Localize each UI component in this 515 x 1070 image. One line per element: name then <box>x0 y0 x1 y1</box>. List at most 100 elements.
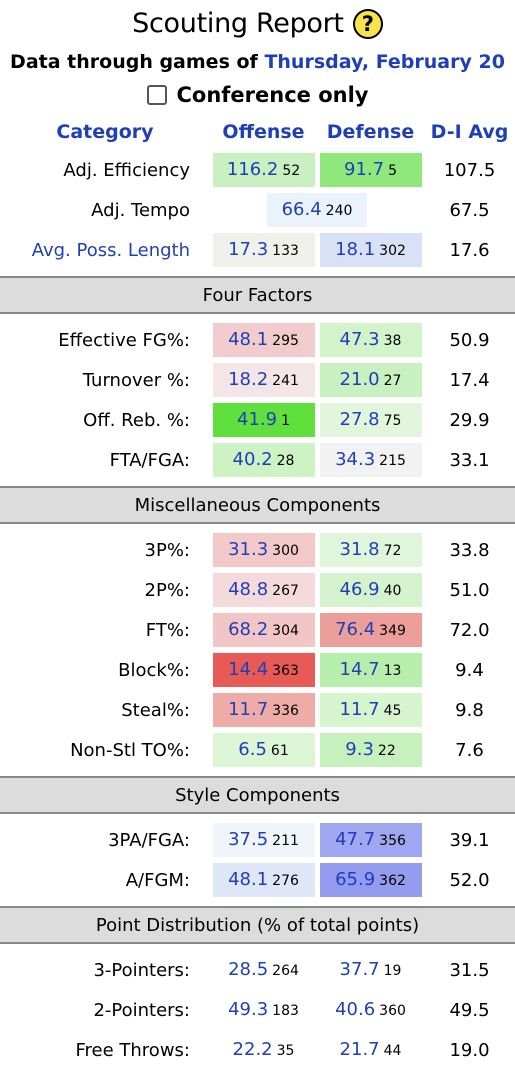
defense-value-box: 47.3 38 <box>319 323 422 357</box>
table-row: 3P%: 31.3 300 31.8 72 33.8 <box>0 530 515 570</box>
defense-value[interactable]: 65.9 <box>335 869 376 890</box>
offense-value[interactable]: 11.7 <box>228 699 269 720</box>
row-label: Steal%: <box>121 699 190 721</box>
offense-value[interactable]: 6.5 <box>238 739 267 760</box>
offense-rank: 295 <box>272 333 299 349</box>
row-label: 3-Pointers: <box>93 959 190 981</box>
row-label: FT%: <box>145 619 190 641</box>
offense-value[interactable]: 17.3 <box>228 239 269 260</box>
table-row: Non-Stl TO%: 6.5 61 9.3 22 7.6 <box>0 730 515 770</box>
defense-value[interactable]: 9.3 <box>345 739 374 760</box>
row-label: Effective FG%: <box>58 329 190 351</box>
column-header-defense[interactable]: Defense <box>326 121 415 143</box>
offense-value[interactable]: 22.2 <box>232 1039 273 1060</box>
d1-avg-value: 67.5 <box>449 199 490 221</box>
column-header-category[interactable]: Category <box>56 121 154 143</box>
d1-avg-value: 7.6 <box>455 739 484 761</box>
d1-avg-value: 51.0 <box>449 579 490 601</box>
defense-value-box: 27.8 75 <box>319 403 422 437</box>
offense-value-box: 41.9 1 <box>212 403 315 437</box>
row-label[interactable]: Avg. Poss. Length <box>31 239 190 261</box>
defense-rank: 349 <box>379 623 406 639</box>
defense-value[interactable]: 18.1 <box>335 239 376 260</box>
row-label: Free Throws: <box>75 1039 190 1061</box>
defense-value[interactable]: 47.7 <box>335 829 376 850</box>
offense-rank: 211 <box>272 833 299 849</box>
section-point-distribution: Point Distribution (% of total points) <box>0 906 515 944</box>
offense-value[interactable]: 31.3 <box>228 539 269 560</box>
offense-cell: 17.3 133 <box>210 230 317 270</box>
offense-cell: 28.5 264 <box>210 950 317 990</box>
offense-value[interactable]: 28.5 <box>228 959 269 980</box>
defense-value[interactable]: 14.7 <box>339 659 380 680</box>
table-header-row: Category Offense Defense D-I Avg <box>0 114 515 150</box>
defense-rank: 362 <box>379 873 406 889</box>
table-row: A/FGM: 48.1 276 65.9 362 52.0 <box>0 860 515 900</box>
d1-avg-value: 33.8 <box>449 539 490 561</box>
defense-cell: 34.3 215 <box>317 440 424 480</box>
tempo-rank: 240 <box>325 203 353 219</box>
defense-value[interactable]: 21.0 <box>339 369 380 390</box>
row-label: 2-Pointers: <box>93 999 190 1021</box>
defense-value[interactable]: 47.3 <box>339 329 380 350</box>
defense-value[interactable]: 27.8 <box>339 409 380 430</box>
defense-value-box: 46.9 40 <box>319 573 422 607</box>
defense-cell: 47.7 356 <box>317 820 424 860</box>
defense-value[interactable]: 91.7 <box>344 159 385 180</box>
defense-rank: 72 <box>383 543 402 559</box>
offense-rank: 35 <box>276 1043 295 1059</box>
defense-value[interactable]: 40.6 <box>335 999 376 1020</box>
defense-rank: 302 <box>379 243 406 259</box>
offense-cell: 22.2 35 <box>210 1030 317 1070</box>
offense-rank: 276 <box>272 873 299 889</box>
d1-avg-value: 72.0 <box>449 619 490 641</box>
defense-cell: 14.7 13 <box>317 650 424 690</box>
offense-value[interactable]: 37.5 <box>228 829 269 850</box>
conference-only-toggle[interactable]: Conference only <box>0 76 515 114</box>
defense-value[interactable]: 31.8 <box>339 539 380 560</box>
defense-value[interactable]: 76.4 <box>335 619 376 640</box>
offense-cell: 31.3 300 <box>210 530 317 570</box>
offense-value-box: 14.4 363 <box>212 653 315 687</box>
defense-value-box: 34.3 215 <box>319 443 422 477</box>
section-misc-components: Miscellaneous Components <box>0 486 515 524</box>
offense-value[interactable]: 68.2 <box>228 619 269 640</box>
offense-value[interactable]: 14.4 <box>228 659 269 680</box>
offense-value-box: 48.8 267 <box>212 573 315 607</box>
column-header-avg[interactable]: D-I Avg <box>430 121 509 143</box>
offense-value[interactable]: 116.2 <box>226 159 279 180</box>
tempo-value[interactable]: 66.4 <box>281 199 322 220</box>
defense-rank: 356 <box>379 833 406 849</box>
table-row: Steal%: 11.7 336 11.7 45 9.8 <box>0 690 515 730</box>
defense-value[interactable]: 46.9 <box>339 579 380 600</box>
defense-value[interactable]: 34.3 <box>335 449 376 470</box>
offense-value[interactable]: 48.1 <box>228 869 269 890</box>
defense-value-box: 21.0 27 <box>319 363 422 397</box>
offense-value-box: 28.5 264 <box>213 953 315 987</box>
defense-value[interactable]: 11.7 <box>339 699 380 720</box>
defense-cell: 46.9 40 <box>317 570 424 610</box>
defense-value[interactable]: 37.7 <box>339 959 380 980</box>
offense-cell: 68.2 304 <box>210 610 317 650</box>
offense-value-box: 48.1 295 <box>212 323 315 357</box>
offense-value[interactable]: 48.1 <box>228 329 269 350</box>
subtitle-date-link[interactable]: Thursday, February 20 <box>264 51 505 73</box>
conference-only-checkbox[interactable] <box>146 85 167 105</box>
tempo-cell: 66.4 240 <box>210 190 424 230</box>
row-label: FTA/FGA: <box>109 449 190 471</box>
offense-cell: 49.3 183 <box>210 990 317 1030</box>
offense-value[interactable]: 41.9 <box>237 409 278 430</box>
offense-value[interactable]: 40.2 <box>232 449 273 470</box>
offense-value[interactable]: 48.8 <box>228 579 269 600</box>
offense-value[interactable]: 49.3 <box>228 999 269 1020</box>
table-row: Adj. Tempo 66.4 240 67.5 <box>0 190 515 230</box>
defense-rank: 22 <box>377 743 396 759</box>
defense-cell: 11.7 45 <box>317 690 424 730</box>
offense-value[interactable]: 18.2 <box>228 369 269 390</box>
defense-value[interactable]: 21.7 <box>339 1039 380 1060</box>
help-icon[interactable]: ? <box>352 8 383 39</box>
column-header-offense[interactable]: Offense <box>222 121 305 143</box>
d1-avg-value: 50.9 <box>449 329 490 351</box>
row-label: Non-Stl TO%: <box>70 739 190 761</box>
